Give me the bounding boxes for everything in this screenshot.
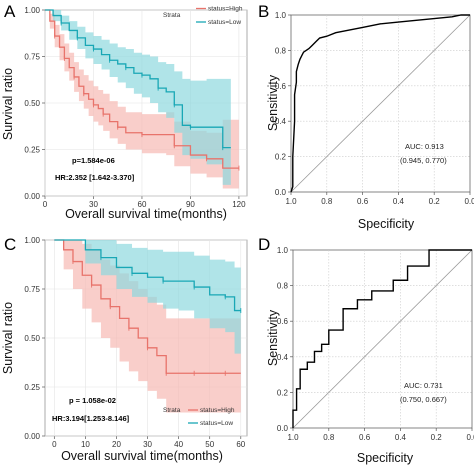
panel-c-y-tick-label: 0.75 [24, 285, 40, 294]
panel-a-y-title: Survival ratio [1, 68, 15, 140]
panel-a-y-tick-label: 0.50 [24, 99, 40, 108]
panel-d-y-title: Sensitivity [266, 309, 280, 366]
panel-a-y-tick-label: 1.00 [24, 6, 40, 15]
panel-c-survival-line-0 [54, 239, 241, 374]
panel-b-y-tick-label: 1.0 [275, 11, 287, 20]
panel-b-x-tick-label: 0.0 [464, 197, 474, 206]
panel-c-y-tick-label: 0.50 [24, 334, 40, 343]
panel-b-reference-diagonal [290, 14, 471, 193]
panel-b-roc-plot: B 1.0 0.8 0.6 0.4 0.2 0.0 0.0 0.2 0.4 0.6 0.8 1.0 S… [258, 2, 474, 231]
panel-b-roc-curve [290, 14, 470, 193]
panel-b-x-tick-label: 0.8 [321, 197, 333, 206]
panel-a-x-tick-label: 60 [138, 200, 147, 209]
panel-c-ci-band-1 [54, 240, 241, 354]
panel-c-y-title: Survival ratio [1, 302, 15, 374]
panel-a-x-title: Overall survival time(months) [65, 207, 227, 221]
panel-c-y-tick-label: 1.00 [24, 236, 40, 245]
panel-b-x-title: Specificity [358, 217, 415, 231]
panel-a-x-tick-label: 0 [43, 200, 48, 209]
panel-d-y-tick-label: 0.4 [277, 353, 289, 362]
panel-a-hr: HR:2.352 [1.642-3.370] [55, 173, 135, 182]
panel-a-pvalue: p=1.584e-06 [72, 156, 115, 165]
panel-d-auc: AUC: 0.731 [404, 381, 443, 390]
panel-b-y-tick-label: 0.6 [275, 82, 287, 91]
panel-c-legend-low: status=Low [200, 420, 233, 427]
panel-d-x-tick-label: 1.0 [287, 433, 299, 442]
panel-d-y-tick-label: 0.6 [277, 317, 289, 326]
panel-c-legend-high: status=High [200, 407, 235, 414]
panel-b-y-title: Sensitivity [266, 74, 280, 131]
panel-c-ci-band-0 [54, 240, 241, 413]
panel-d-x-tick-label: 0.8 [323, 433, 335, 442]
panel-c-x-tick-label: 10 [81, 440, 90, 449]
panel-d-reference-diagonal [292, 249, 473, 429]
panel-b-y-tick-label: 0.0 [275, 188, 287, 197]
panel-c-x-title: Overall survival time(months) [61, 449, 223, 463]
panel-c-hr: HR:3.194[1.253-8.146] [52, 414, 130, 423]
panel-c-x-tick-label: 20 [112, 440, 121, 449]
panel-a-legend-title: Strata [163, 12, 181, 19]
panel-c-x-tick-label: 60 [236, 440, 245, 449]
panel-a-y-tick-label: 0.75 [24, 53, 40, 62]
panel-a-legend-high: status=High [208, 6, 243, 13]
panel-c-x-tick-label: 30 [143, 440, 152, 449]
panel-d-y-tick-label: 0.8 [277, 282, 289, 291]
panel-b-ci: (0.945, 0.770) [400, 156, 447, 165]
panel-a-x-tick-label: 90 [186, 200, 195, 209]
panel-a-letter: A [4, 2, 16, 21]
panel-d-y-tick-label: 0.2 [277, 388, 289, 397]
panel-b-y-tick-label: 0.8 [275, 46, 287, 55]
panel-d-y-tick-label: 1.0 [277, 246, 289, 255]
panel-b-x-tick-label: 1.0 [285, 197, 297, 206]
panel-c-x-tick-label: 50 [205, 440, 214, 449]
panel-c-legend-title: Strata [163, 407, 181, 414]
panel-b-letter: B [258, 2, 269, 21]
panel-c-letter: C [4, 235, 16, 254]
panel-d-letter: D [258, 235, 270, 254]
panel-d-roc-plot: D 1.0 0.8 0.6 0.4 0.2 0.0 0.0 0.2 0.4 0.6 0.8 1.0 S… [258, 235, 474, 465]
panel-b-x-tick-label: 0.4 [393, 197, 405, 206]
panel-c-km-plot: C 0 10 20 30 40 50 60 0.00 0.25 0.50 0.75 1.00 Over… [1, 235, 248, 463]
panel-b-x-tick-label: 0.6 [357, 197, 369, 206]
panel-c-y-tick-label: 0.25 [24, 383, 40, 392]
panel-c-y-tick-label: 0.00 [24, 432, 40, 441]
panel-a-y-tick-label: 0.25 [24, 146, 40, 155]
panel-d-x-title: Specificity [357, 451, 414, 465]
panel-a-y-tick-label: 0.00 [24, 192, 40, 201]
panel-c-x-tick-label: 0 [52, 440, 57, 449]
panel-d-x-tick-label: 0.0 [466, 433, 474, 442]
panel-a-x-tick-label: 120 [232, 200, 246, 209]
panel-a-legend-low: status=Low [208, 19, 241, 26]
panel-d-x-tick-label: 0.4 [395, 433, 407, 442]
panel-d-x-tick-label: 0.2 [431, 433, 443, 442]
panel-d-y-tick-label: 0.0 [277, 424, 289, 433]
panel-d-x-tick-label: 0.6 [359, 433, 371, 442]
panel-c-pvalue: p = 1.058e-02 [69, 396, 116, 405]
panel-b-y-tick-label: 0.4 [275, 117, 287, 126]
panel-a-x-tick-label: 30 [89, 200, 98, 209]
panel-b-y-tick-label: 0.2 [275, 153, 287, 162]
panel-c-x-tick-label: 40 [174, 440, 183, 449]
panel-b-x-tick-label: 0.2 [429, 197, 441, 206]
panel-a-km-plot: A 0 30 60 90 120 0.00 0.25 0.50 0.75 1.00 Overall… [1, 2, 248, 221]
panel-a-ci-band-1 [45, 10, 231, 185]
panel-b-auc: AUC: 0.913 [405, 142, 444, 151]
panel-d-roc-curve [292, 249, 472, 428]
panel-d-ci: (0.750, 0.667) [400, 395, 447, 404]
